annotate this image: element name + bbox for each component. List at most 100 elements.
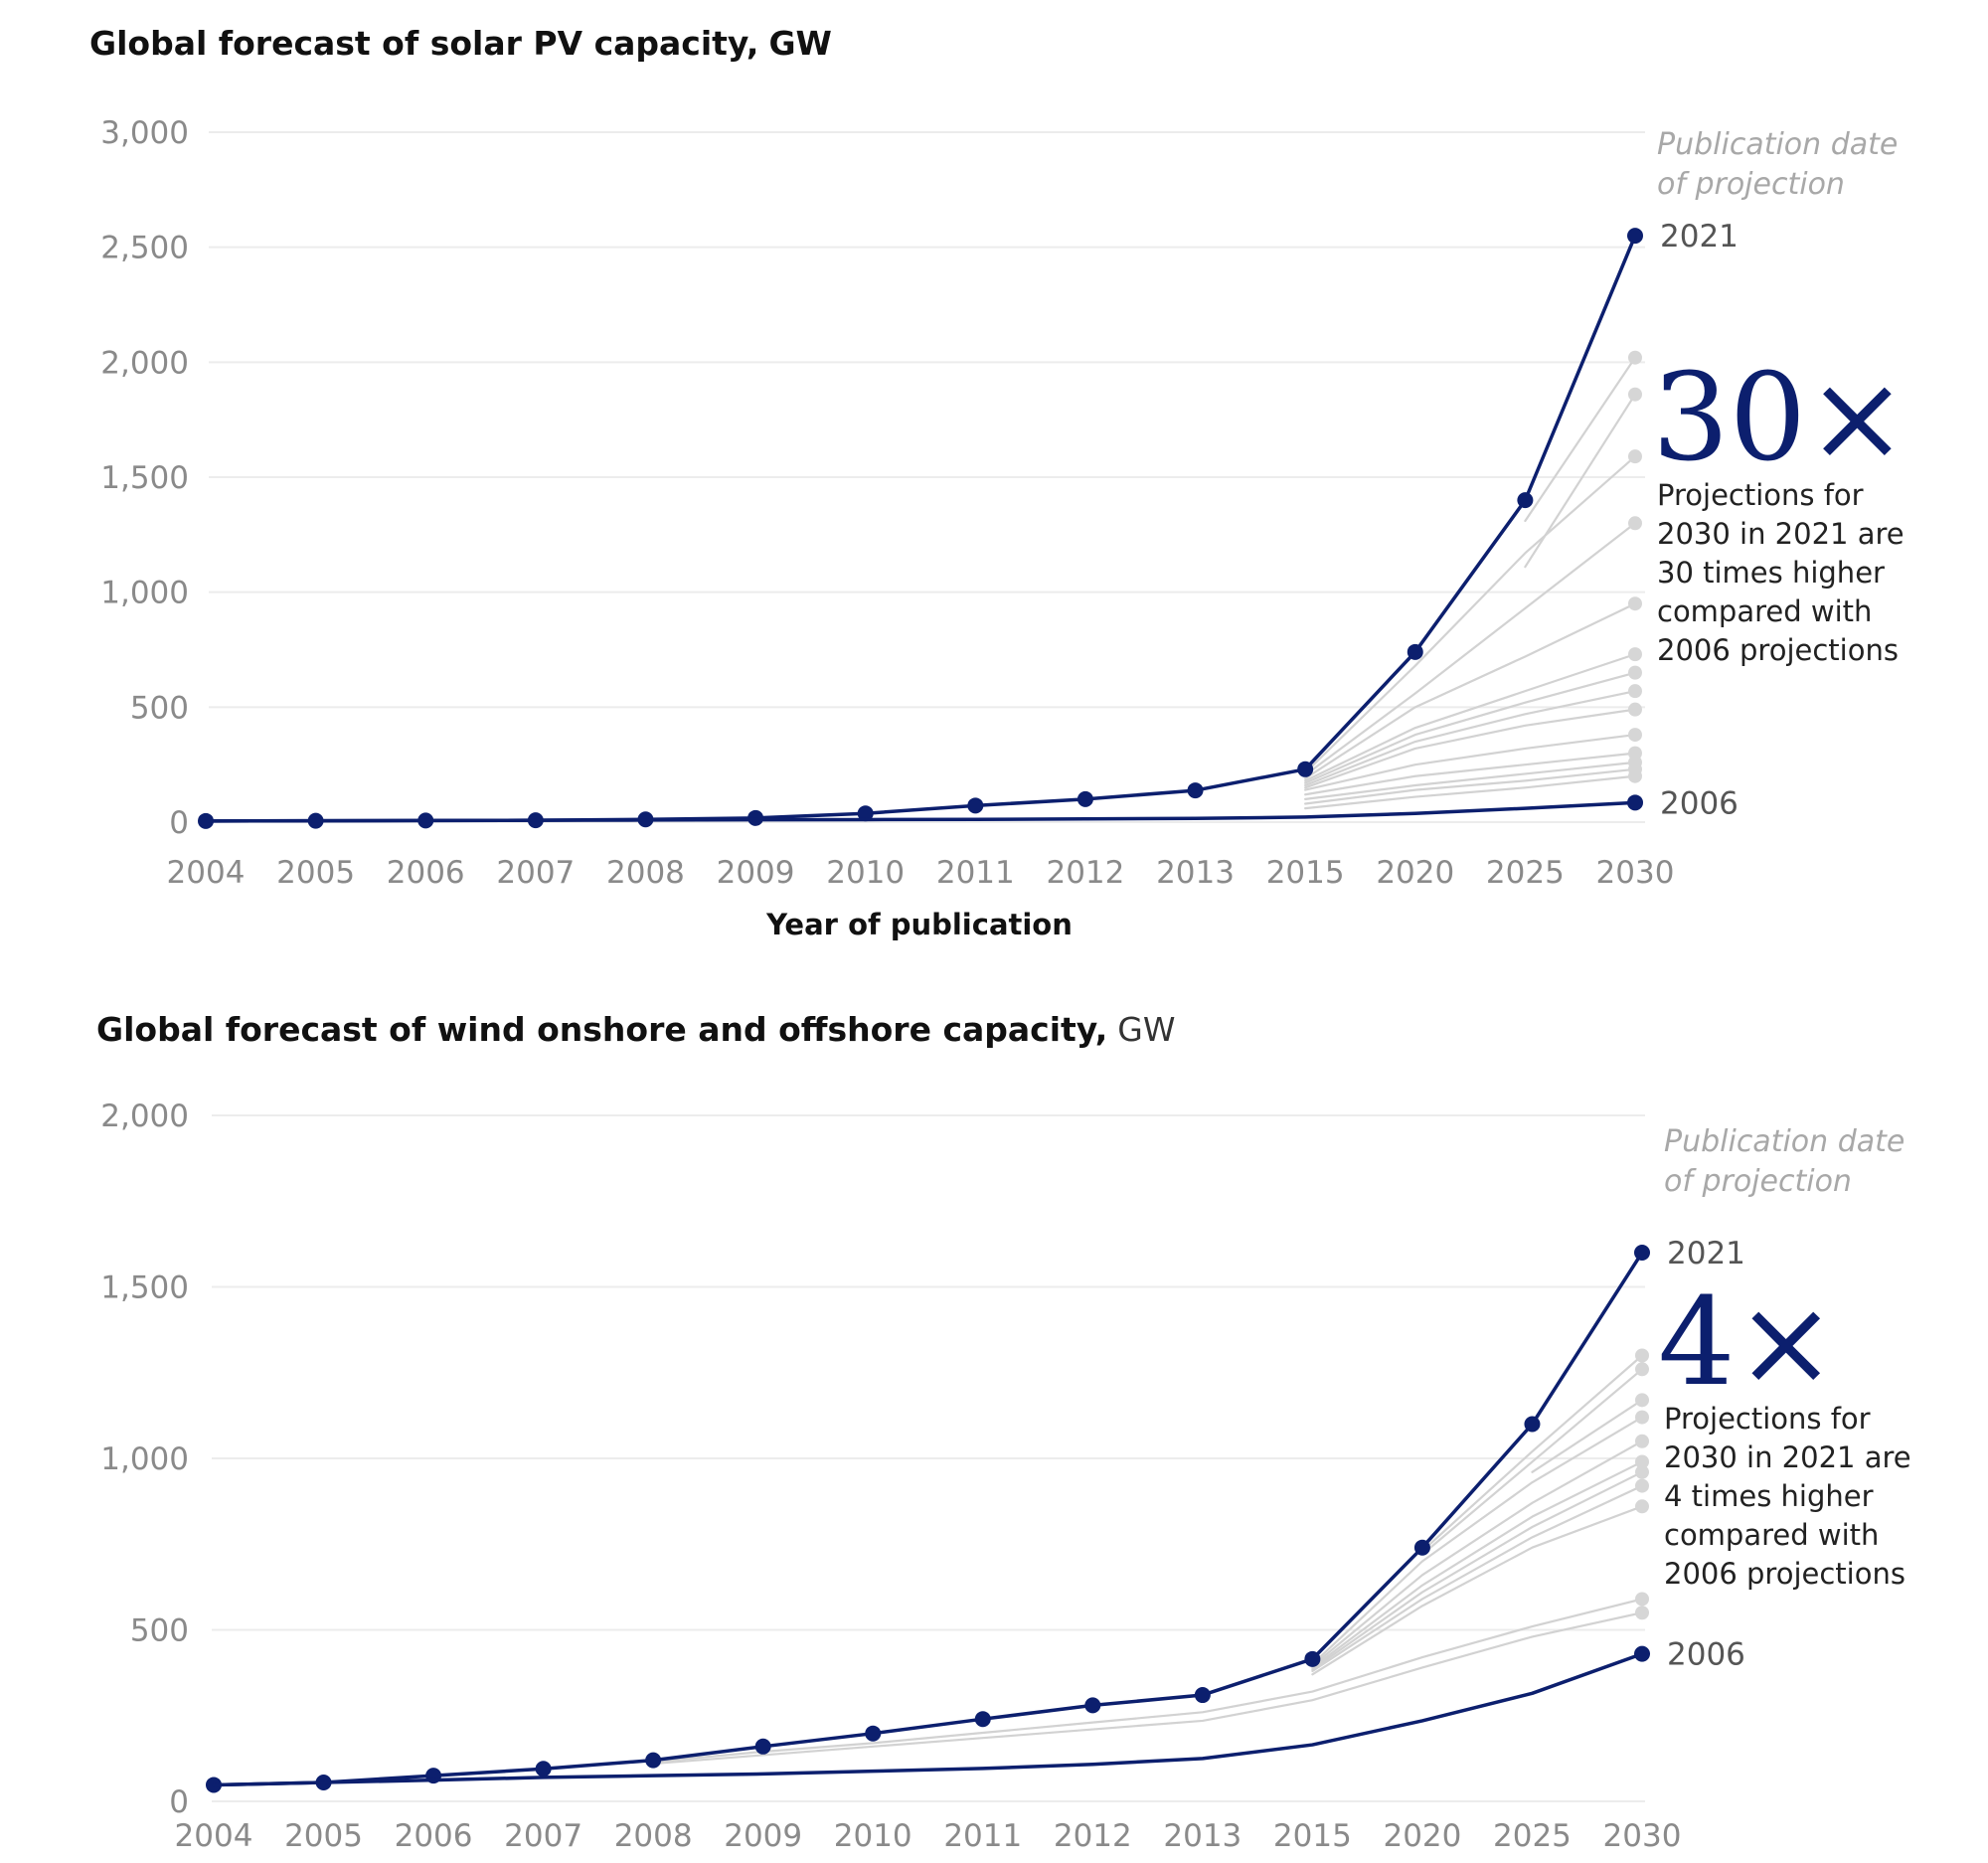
series-line (652, 1598, 1644, 1764)
x-tick-label: 2025 (1486, 855, 1565, 891)
data-point (967, 797, 984, 814)
projection-series (1311, 1499, 1649, 1676)
annotation-note: Projections for 2030 in 2021 are 30 time… (1657, 478, 1905, 667)
series-line (212, 1251, 1644, 1787)
projection-series (1304, 768, 1642, 810)
x-tick-label: 2013 (1156, 855, 1235, 891)
projection-series (1304, 516, 1642, 776)
projection-series (1304, 647, 1642, 782)
projection-series (1524, 350, 1642, 523)
y-gridlines (212, 1114, 1645, 1802)
x-axis-label: Year of publication (765, 908, 1073, 941)
data-point (645, 1752, 662, 1769)
chart-title-unit: GW (768, 24, 832, 63)
data-point (1635, 1434, 1649, 1448)
x-tick-label: 2020 (1376, 855, 1454, 891)
note-line: 4 times higher (1664, 1479, 1874, 1513)
annotation-note: Projections for 2030 in 2021 are 4 times… (1664, 1402, 1911, 1591)
x-tick-label: 2030 (1596, 855, 1675, 891)
projection-series (1304, 665, 1642, 784)
x-tick-label: 2011 (936, 855, 1015, 891)
series-line (1304, 602, 1637, 780)
projection-series (1311, 1454, 1649, 1669)
chart-title: Global forecast of solar PV capacity, GW (89, 24, 832, 63)
data-point (1084, 1697, 1101, 1714)
data-point (1628, 516, 1642, 531)
projection-series (1304, 702, 1642, 789)
x-tick-label: 2009 (724, 1818, 802, 1854)
series-layer: 2021 2006 (206, 1236, 1745, 1793)
x-tick-label: 2005 (284, 1818, 363, 1854)
series-line (1304, 455, 1637, 774)
chart-title-text: Global forecast of solar PV capacity, (89, 24, 758, 63)
data-point (1634, 1245, 1650, 1261)
data-point (1628, 647, 1642, 662)
y-tick-label: 1,000 (100, 1441, 189, 1477)
data-point (535, 1761, 552, 1778)
note-line: 30 times higher (1657, 556, 1885, 590)
series-line (1311, 1470, 1644, 1671)
data-point (754, 1738, 771, 1755)
y-tick-labels: 3,000 2,500 2,000 1,500 1,000 500 0 (100, 115, 189, 841)
y-tick-label: 2,000 (100, 345, 189, 381)
y-tick-label: 0 (169, 805, 189, 841)
y-tick-label: 500 (130, 1613, 189, 1649)
note-line: 2030 in 2021 are (1664, 1440, 1911, 1474)
x-tick-labels: 2004 2005 2006 2007 2008 2009 2010 2011 2012 2013… (167, 855, 1675, 891)
y-tick-label: 500 (130, 690, 189, 726)
projection-series (1304, 762, 1642, 805)
data-point (1187, 782, 1204, 799)
series-layer: 2021 2006 (198, 219, 1739, 829)
data-point (1077, 790, 1093, 807)
x-tick-label: 2005 (276, 855, 355, 891)
data-point (1297, 761, 1314, 777)
data-point (1413, 1539, 1430, 1556)
data-point (1635, 1410, 1649, 1425)
data-point (1628, 728, 1642, 743)
series-line (652, 1611, 1644, 1766)
x-tick-label: 2006 (387, 855, 465, 891)
note-line: compared with (1664, 1518, 1879, 1552)
data-point (1635, 1393, 1649, 1408)
multiplier-callout: 4× (1658, 1271, 1837, 1413)
x-tick-label: 2013 (1163, 1818, 1242, 1854)
data-point (1628, 665, 1642, 680)
series-line (212, 1651, 1644, 1787)
series-end-label: 2006 (1667, 1637, 1745, 1673)
x-tick-label: 2008 (614, 1818, 693, 1854)
series-line (1304, 761, 1637, 800)
data-point (1628, 768, 1642, 783)
data-point (1628, 449, 1642, 464)
solar-pv-chart: Global forecast of solar PV capacity, GW … (89, 24, 1907, 941)
data-point (1628, 684, 1642, 699)
series-line (1304, 752, 1637, 796)
projection-series (1420, 1348, 1649, 1553)
x-tick-label: 2025 (1493, 1818, 1572, 1854)
x-tick-label: 2009 (717, 855, 795, 891)
x-tick-labels: 2004 2005 2006 2007 2008 2009 2010 2011 2012 2013… (175, 1818, 1682, 1854)
series-line (1304, 690, 1637, 787)
series-line (1420, 1354, 1644, 1553)
data-point (1627, 228, 1643, 245)
data-point (1628, 350, 1642, 365)
legend-title-line-2: of projection (1657, 167, 1845, 202)
note-line: 2030 in 2021 are (1657, 517, 1905, 551)
projection-series (1304, 596, 1642, 780)
data-point (747, 809, 764, 826)
chart-title-text: Global forecast of wind onshore and offs… (96, 1010, 1107, 1049)
series-2006: 2006 (204, 785, 1739, 823)
projection-series (1304, 684, 1642, 787)
series-line (1304, 653, 1637, 782)
projection-series (652, 1592, 1649, 1764)
multiplier-callout: 30× (1652, 347, 1907, 488)
series-line (1311, 1440, 1644, 1667)
data-point (1627, 794, 1643, 811)
projection-series (1420, 1362, 1649, 1556)
series-end-label: 2021 (1660, 219, 1739, 254)
series-2021: 2021 (206, 1236, 1745, 1793)
series-line (1311, 1460, 1644, 1669)
series-end-label: 2006 (1660, 785, 1739, 821)
chart-title-unit: GW (1117, 1010, 1175, 1049)
x-tick-label: 2004 (175, 1818, 253, 1854)
